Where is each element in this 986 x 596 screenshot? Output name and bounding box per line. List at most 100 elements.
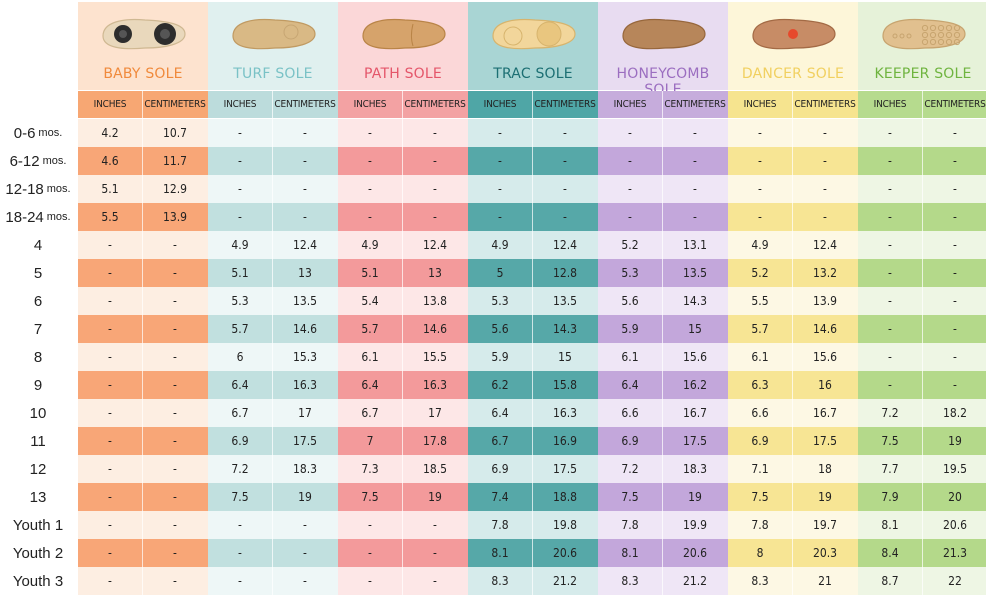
dancer-sole-column-divider bbox=[792, 91, 793, 595]
honeycomb-sole-centimeters-cell: 15 bbox=[662, 315, 728, 343]
row-label-main: 11 bbox=[30, 432, 46, 450]
trac-sole-centimeters-cell: - bbox=[532, 203, 598, 231]
path-sole-centimeters-cell: - bbox=[402, 511, 468, 539]
path-sole-inches-cell: - bbox=[338, 511, 402, 539]
dancer-sole-inches-cell: 7.5 bbox=[728, 483, 792, 511]
honeycomb-sole-centimeters-cell: 18.3 bbox=[662, 455, 728, 483]
keeper-sole-inches-cell: - bbox=[858, 343, 922, 371]
honeycomb-sole-inches-cell: 6.6 bbox=[598, 399, 662, 427]
trac-sole-inches-cell: 6.7 bbox=[468, 427, 532, 455]
trac-sole-centimeters-cell: - bbox=[532, 119, 598, 147]
turf-sole-inches-cell: 7.5 bbox=[208, 483, 272, 511]
honeycomb-sole-centimeters-cell: 15.6 bbox=[662, 343, 728, 371]
row-label-main: Youth 3 bbox=[12, 572, 64, 590]
baby-sole-inches-cell: - bbox=[78, 399, 142, 427]
dancer-sole-inches-cell: 8 bbox=[728, 539, 792, 567]
baby-sole-inches-cell: - bbox=[78, 539, 142, 567]
honeycomb-sole-centimeters-cell: - bbox=[662, 147, 728, 175]
dancer-sole-centimeters-cell: 19.7 bbox=[792, 511, 858, 539]
row-label: 5 bbox=[0, 259, 76, 287]
row-label: 9 bbox=[0, 371, 76, 399]
path-sole-inches-cell: 7.5 bbox=[338, 483, 402, 511]
row-label-main: Youth 1 bbox=[12, 516, 64, 534]
path-sole-inches-cell: - bbox=[338, 539, 402, 567]
dancer-sole-inches-cell: 6.9 bbox=[728, 427, 792, 455]
baby-sole-inches-cell: - bbox=[78, 287, 142, 315]
honeycomb-sole-inches-cell: - bbox=[598, 119, 662, 147]
path-sole-title: PATH SOLE bbox=[364, 66, 442, 82]
dancer-sole-inches-cell: 7.1 bbox=[728, 455, 792, 483]
row-label-sub: mos. bbox=[46, 183, 71, 195]
turf-sole-centimeters-cell: 18.3 bbox=[272, 455, 338, 483]
turf-sole-centimeters-cell: 12.4 bbox=[272, 231, 338, 259]
row-label-main: 12-18 bbox=[5, 180, 44, 198]
keeper-sole-centimeters-cell: 19 bbox=[922, 427, 986, 455]
turf-sole-inches-cell: 4.9 bbox=[208, 231, 272, 259]
baby-sole-inches-cell: - bbox=[78, 231, 142, 259]
baby-sole-centimeters-cell: - bbox=[142, 539, 208, 567]
path-sole-centimeters-cell: 13.8 bbox=[402, 287, 468, 315]
keeper-sole-centimeters-cell: 20 bbox=[922, 483, 986, 511]
dancer-sole-centimeters-cell: 15.6 bbox=[792, 343, 858, 371]
keeper-sole-inches-cell: 8.1 bbox=[858, 511, 922, 539]
turf-sole-title: TURF SOLE bbox=[233, 66, 313, 82]
baby-sole-centimeters-cell: 13.9 bbox=[142, 203, 208, 231]
honeycomb-sole-centimeters-cell: 14.3 bbox=[662, 287, 728, 315]
dancer-sole-title: DANCER SOLE bbox=[741, 66, 845, 82]
baby-sole-centimeters-cell: - bbox=[142, 511, 208, 539]
keeper-sole-centimeters-cell: - bbox=[922, 203, 986, 231]
turf-sole-inches-cell: 6 bbox=[208, 343, 272, 371]
baby-sole-centimeters-cell: - bbox=[142, 231, 208, 259]
honeycomb-sole-inches-cell: 5.9 bbox=[598, 315, 662, 343]
baby-sole-centimeters-cell: - bbox=[142, 455, 208, 483]
path-sole-centimeters-cell: 19 bbox=[402, 483, 468, 511]
trac-sole-centimeters-cell: 13.5 bbox=[532, 287, 598, 315]
dancer-sole-centimeters-cell: 14.6 bbox=[792, 315, 858, 343]
path-sole-inches-cell: - bbox=[338, 567, 402, 595]
keeper-sole-centimeters-cell: - bbox=[922, 175, 986, 203]
keeper-sole-centimeters-cell: - bbox=[922, 315, 986, 343]
turf-sole-centimeters-cell: - bbox=[272, 511, 338, 539]
keeper-sole-centimeters-cell: - bbox=[922, 231, 986, 259]
turf-sole-inches-cell: 5.7 bbox=[208, 315, 272, 343]
trac-sole-inches-cell: - bbox=[468, 147, 532, 175]
path-sole-inches-header: INCHES bbox=[338, 91, 402, 118]
turf-sole-centimeters-cell: 14.6 bbox=[272, 315, 338, 343]
dancer-sole-centimeters-cell: 12.4 bbox=[792, 231, 858, 259]
turf-sole-column-divider bbox=[272, 91, 273, 595]
row-label-main: 4 bbox=[33, 236, 43, 254]
trac-sole-centimeters-cell: 17.5 bbox=[532, 455, 598, 483]
honeycomb-sole-inches-cell: 8.1 bbox=[598, 539, 662, 567]
trac-sole-centimeters-cell: 15.8 bbox=[532, 371, 598, 399]
dancer-sole-centimeters-cell: - bbox=[792, 147, 858, 175]
trac-sole-inches-cell: 5.6 bbox=[468, 315, 532, 343]
keeper-sole-inches-cell: 7.5 bbox=[858, 427, 922, 455]
row-label-main: 9 bbox=[33, 376, 43, 394]
dancer-sole-centimeters-cell: - bbox=[792, 119, 858, 147]
turf-sole-inches-cell: - bbox=[208, 175, 272, 203]
baby-sole-title: BABY SOLE bbox=[103, 66, 183, 82]
dancer-sole-centimeters-cell: 16 bbox=[792, 371, 858, 399]
path-sole-centimeters-header: CENTIMETERS bbox=[402, 91, 468, 118]
keeper-sole-centimeters-cell: - bbox=[922, 287, 986, 315]
turf-sole-inches-cell: 6.4 bbox=[208, 371, 272, 399]
row-label: 6-12 mos. bbox=[0, 147, 76, 175]
row-label: 6 bbox=[0, 287, 76, 315]
row-label: 13 bbox=[0, 483, 76, 511]
baby-sole-centimeters-cell: - bbox=[142, 399, 208, 427]
turf-sole-inches-header: INCHES bbox=[208, 91, 272, 118]
honeycomb-sole-inches-cell: 5.6 bbox=[598, 287, 662, 315]
turf-sole-icon bbox=[225, 12, 321, 61]
turf-sole-centimeters-header: CENTIMETERS bbox=[272, 91, 338, 118]
dancer-sole-centimeters-cell: 18 bbox=[792, 455, 858, 483]
keeper-sole-inches-cell: - bbox=[858, 259, 922, 287]
baby-sole-inches-cell: 5.1 bbox=[78, 175, 142, 203]
keeper-sole-inches-cell: 8.4 bbox=[858, 539, 922, 567]
honeycomb-sole-centimeters-cell: 13.5 bbox=[662, 259, 728, 287]
path-sole-inches-cell: - bbox=[338, 119, 402, 147]
path-sole-centimeters-cell: - bbox=[402, 539, 468, 567]
baby-sole-inches-cell: - bbox=[78, 427, 142, 455]
keeper-sole-inches-cell: - bbox=[858, 119, 922, 147]
dancer-sole-centimeters-cell: 20.3 bbox=[792, 539, 858, 567]
turf-sole-centimeters-cell: 19 bbox=[272, 483, 338, 511]
